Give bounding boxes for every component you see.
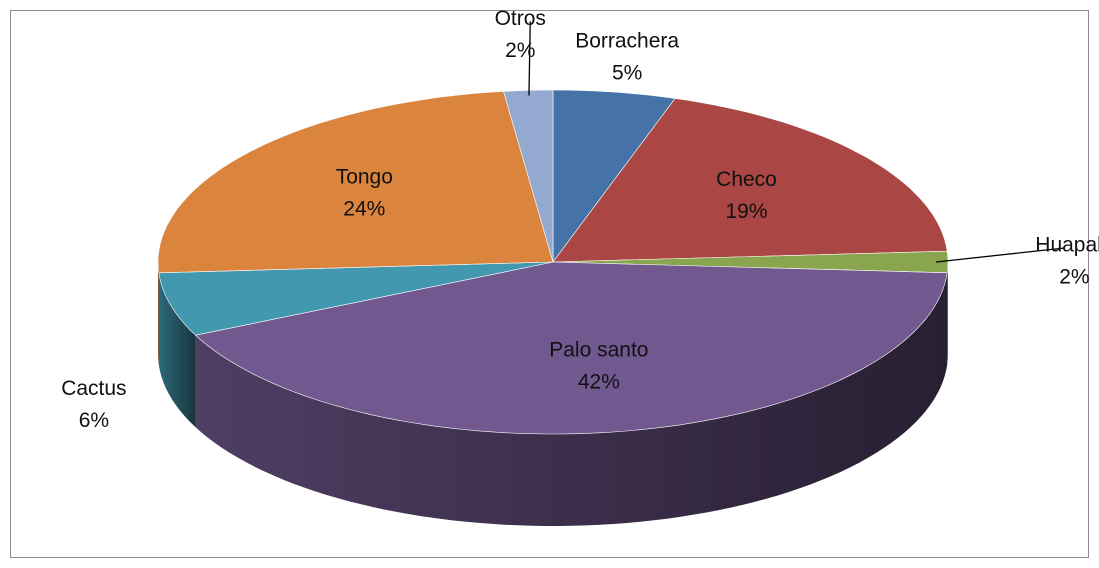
value-label: 6% [79, 409, 109, 432]
value-label: 2% [505, 39, 535, 62]
category-label: Cactus [61, 377, 126, 400]
category-label: Borrachera [575, 30, 679, 53]
value-label: 19% [725, 200, 767, 223]
slice-side [158, 272, 196, 428]
value-label: 5% [612, 62, 642, 85]
leader-line [936, 247, 1065, 263]
leader-line [528, 21, 531, 96]
category-label: Tongo [336, 166, 393, 189]
slice [194, 261, 948, 435]
value-label: 24% [343, 198, 385, 221]
slice-side [947, 262, 948, 365]
category-label: Palo santo [549, 338, 648, 361]
category-label: Otros [495, 7, 546, 30]
category-label: Checo [716, 168, 777, 191]
slice-side [195, 272, 948, 526]
slice [157, 91, 554, 274]
slice [503, 89, 554, 263]
slice [552, 98, 948, 263]
slice [552, 89, 676, 263]
value-label: 2% [1059, 266, 1089, 289]
value-label: 42% [578, 370, 620, 393]
category-label: Huapala [1035, 234, 1099, 257]
slice [158, 261, 554, 336]
slice-side [158, 262, 159, 365]
